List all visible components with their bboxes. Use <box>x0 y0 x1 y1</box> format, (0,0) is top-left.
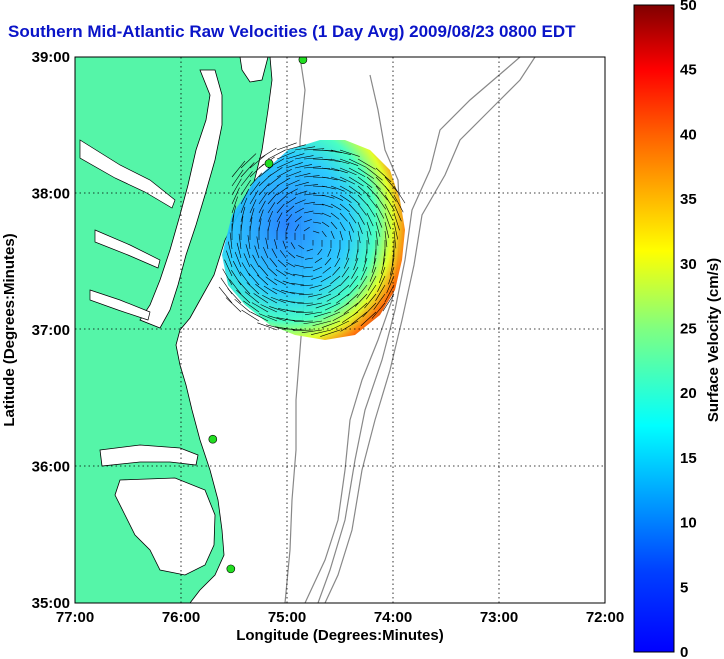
colorbar-tick-label: 15 <box>680 450 697 467</box>
x-axis-label: Longitude (Degrees:Minutes) <box>236 627 444 644</box>
delaware-bay <box>239 57 269 83</box>
pamlico-sound <box>114 477 216 576</box>
x-tick-label: 75:00 <box>268 609 306 626</box>
y-axis-label: Latitude (Degrees:Minutes) <box>1 233 18 426</box>
colorbar-tick-label: 30 <box>680 256 697 273</box>
colorbar-tick-label: 0 <box>680 644 688 659</box>
x-tick-label: 73:00 <box>480 609 518 626</box>
station-marker <box>226 564 236 574</box>
colorbar-tick-label: 45 <box>680 62 697 79</box>
colorbar-tick-label: 50 <box>680 0 697 14</box>
plot-frame <box>74 56 606 604</box>
y-tick-label: 38:00 <box>32 186 70 203</box>
colorbar-tick-label: 20 <box>680 385 697 402</box>
depth-contour-2 <box>304 74 401 603</box>
depth-contour-3 <box>317 57 521 603</box>
colorbar-tick-label: 40 <box>680 126 697 143</box>
x-tick-label: 76:00 <box>162 609 200 626</box>
velocity-field <box>222 140 405 340</box>
station-marker <box>264 159 274 168</box>
bay-tributary-2 <box>94 229 161 269</box>
station-marker <box>208 434 218 444</box>
chesapeake-bay <box>139 69 223 329</box>
land-mainland <box>75 57 273 603</box>
colorbar-label: Surface Velocity (cm/s) <box>705 258 722 422</box>
x-tick-label: 77:00 <box>56 609 94 626</box>
colorbar-tick-label: 35 <box>680 191 697 208</box>
bay-tributary-3 <box>89 289 151 321</box>
vector-arrows <box>218 142 406 337</box>
depth-contour-4 <box>324 57 536 603</box>
albemarle-sound <box>99 444 199 467</box>
colorbar-tick-label: 5 <box>680 579 688 596</box>
colorbar-tick-label: 25 <box>680 321 697 338</box>
y-tick-label: 37:00 <box>32 322 70 339</box>
bay-tributary-1 <box>79 139 176 209</box>
y-tick-label: 36:00 <box>32 459 70 476</box>
y-tick-label: 35:00 <box>32 595 70 612</box>
x-tick-label: 72:00 <box>586 609 624 626</box>
depth-contour-1 <box>284 57 306 603</box>
colorbar <box>633 4 675 653</box>
y-tick-label: 39:00 <box>32 49 70 66</box>
colorbar-tick-label: 10 <box>680 515 697 532</box>
x-tick-label: 74:00 <box>374 609 412 626</box>
station-marker <box>298 57 308 65</box>
grid-lines <box>75 57 605 603</box>
map-title: Southern Mid-Atlantic Raw Velocities (1 … <box>8 22 576 41</box>
